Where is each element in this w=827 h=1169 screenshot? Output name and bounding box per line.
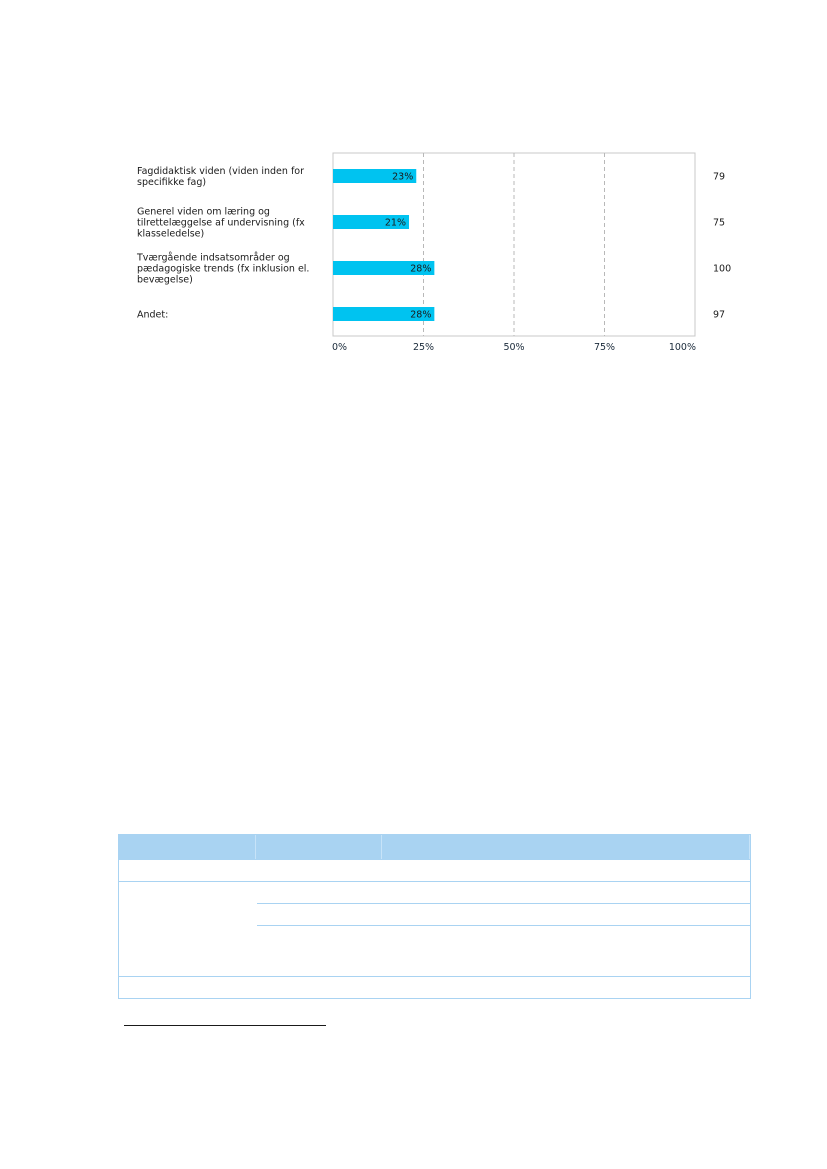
table-row [119, 881, 750, 976]
header-divider [381, 835, 382, 859]
category-label: Tværgående indsatsområder og [136, 253, 290, 264]
footnote-separator [124, 1025, 326, 1026]
respondent-count: 100 [713, 264, 731, 275]
category-label: pædagogiske trends (fx inklusion el. [137, 264, 309, 275]
category-label: tilrettelæggelse af undervisning (fx [137, 218, 305, 229]
bar [333, 261, 435, 275]
respondent-count: 75 [713, 218, 725, 229]
row-divider [257, 925, 750, 926]
bar-value-label: 28% [410, 264, 431, 275]
x-tick-label: 100% [669, 342, 696, 353]
category-label: klasseledelse) [137, 229, 204, 240]
category-label: bevægelse) [137, 275, 193, 286]
x-tick-label: 75% [594, 342, 615, 353]
header-divider [255, 835, 256, 859]
bar [333, 307, 435, 321]
table-header [119, 835, 750, 859]
x-tick-label: 25% [413, 342, 434, 353]
category-label: Generel viden om læring og [137, 207, 270, 218]
respondent-count: 97 [713, 310, 725, 321]
bar-chart: 0% 25% 50% 75% 100% 23% 79 Fagdidaktisk viden (… [0, 0, 827, 380]
table-row [119, 859, 750, 881]
bar [333, 169, 417, 183]
category-label: Fagdidaktisk viden (viden inden for [137, 166, 304, 177]
bar-value-label: 21% [385, 218, 406, 229]
data-table [118, 834, 751, 999]
row-divider [257, 903, 750, 904]
table-row [119, 976, 750, 998]
header-divider [749, 835, 750, 859]
x-tick-label: 0% [332, 342, 347, 353]
chart-canvas: 0% 25% 50% 75% 100% 23% 79 Fagdidaktisk viden (… [136, 152, 731, 353]
category-label: specifikke fag) [137, 177, 206, 188]
x-tick-label: 50% [503, 342, 524, 353]
respondent-count: 79 [713, 172, 725, 183]
bar-value-label: 23% [392, 172, 413, 183]
bar-value-label: 28% [410, 310, 431, 321]
category-label: Andet: [137, 310, 168, 321]
bar [333, 215, 410, 229]
